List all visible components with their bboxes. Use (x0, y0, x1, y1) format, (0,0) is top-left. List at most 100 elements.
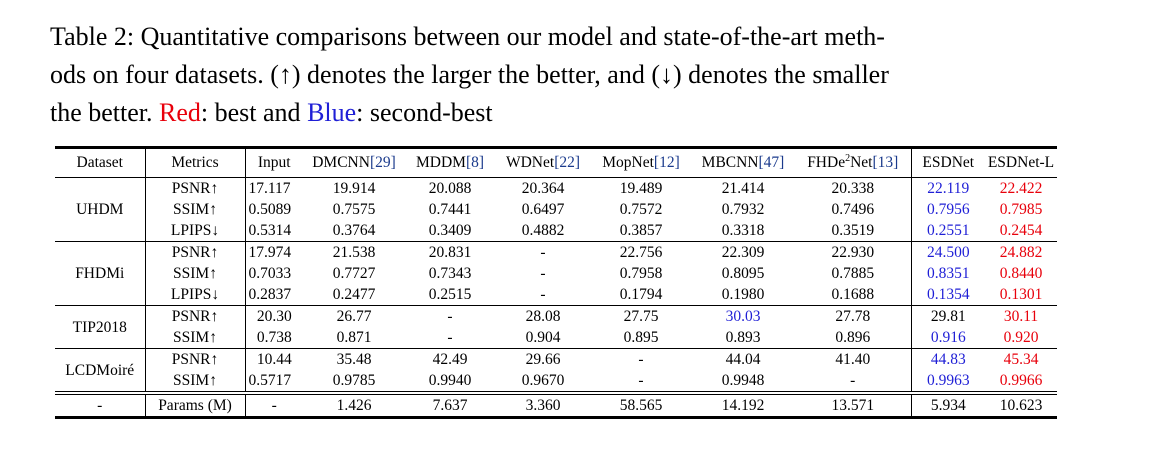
metric-cell: PSNR↑ (145, 305, 246, 327)
header-wdnet-ref[interactable]: [22] (554, 154, 581, 171)
params-value-cell: 13.571 (795, 391, 912, 419)
value-cell: 17.974 (245, 241, 303, 263)
header-esdnet-l: ESDNet-L (985, 146, 1057, 178)
value-cell: 0.7932 (721, 201, 765, 218)
table-row: SSIM↑ 0.5717 0.9785 0.9940 0.9670 - 0.99… (55, 370, 1057, 393)
value-cell: 0.9948 (721, 372, 765, 389)
value-cell-best: 24.882 (985, 241, 1057, 263)
params-label-cell: Params (M) (145, 391, 246, 419)
table-caption: Table 2: Quantitative comparisons betwee… (50, 18, 1130, 132)
value-cell: 29.66 (495, 348, 591, 370)
dataset-cell-lcdmoire: LCDMoiré (55, 348, 146, 393)
value-cell: 44.04 (691, 348, 795, 370)
value-cell-second: 22.119 (927, 180, 970, 197)
value-cell: 0.4882 (521, 222, 565, 239)
metric-cell: PSNR↑ (145, 241, 246, 263)
value-cell-second: 0.916 (930, 329, 966, 346)
value-cell: 0.738 (256, 329, 292, 346)
value-cell: 0.3519 (795, 220, 912, 242)
value-cell-second: 0.2551 (926, 222, 970, 239)
value-cell: 0.1794 (619, 286, 663, 303)
value-cell: 22.756 (591, 241, 691, 263)
metric-cell: PSNR↑ (145, 177, 246, 199)
value-cell: 20.364 (521, 180, 565, 197)
header-fhdenet-ref[interactable]: [13] (872, 154, 899, 171)
value-cell: 0.895 (623, 329, 659, 346)
value-cell: 0.871 (336, 329, 372, 346)
header-mddm-ref[interactable]: [8] (465, 154, 485, 171)
value-cell: 0.7572 (619, 201, 663, 218)
value-cell-best: 0.7985 (999, 201, 1043, 218)
value-cell: 0.9940 (428, 372, 472, 389)
header-dmcnn: DMCNN[29] (303, 146, 405, 178)
caption-line-2: ods on four datasets. (↑) denotes the la… (50, 60, 889, 89)
value-cell-best: 0.2454 (999, 222, 1043, 239)
params-value-cell: 58.565 (591, 391, 691, 419)
value-cell: 0.7496 (795, 199, 912, 220)
metric-cell: SSIM↑ (145, 370, 246, 393)
value-cell-best: 0.9966 (999, 372, 1043, 389)
value-cell: 27.75 (591, 305, 691, 327)
header-mopnet: MopNet[12] (591, 146, 691, 178)
header-mddm: MDDM[8] (405, 146, 495, 178)
value-cell: - (540, 286, 546, 303)
value-cell-best: 0.1301 (999, 286, 1043, 303)
value-cell: 0.2515 (428, 286, 472, 303)
metric-cell: LPIPS↓ (145, 284, 246, 306)
value-cell: 0.2477 (332, 286, 376, 303)
value-cell: 0.1980 (721, 286, 765, 303)
header-esdnet: ESDNet (911, 146, 985, 178)
header-mbcnn-ref[interactable]: [47] (758, 154, 785, 171)
value-cell: 0.1688 (795, 284, 912, 306)
params-value-cell: 3.360 (495, 391, 591, 419)
value-cell-best: 45.34 (985, 348, 1057, 370)
value-cell: - (495, 241, 591, 263)
header-mopnet-ref[interactable]: [12] (653, 154, 680, 171)
header-fhdenet-sup: 2 (845, 152, 851, 164)
table-row: FHDMi PSNR↑ 17.974 21.538 20.831 - 22.75… (55, 241, 1057, 306)
value-cell: 0.893 (725, 329, 761, 346)
table-row: LPIPS↓ 0.2837 0.2477 0.2515 - 0.1794 0.1… (55, 284, 1057, 306)
params-row: - Params (M) - 1.426 7.637 3.360 58.565 … (55, 391, 1057, 419)
caption-blue-word: Blue (307, 98, 357, 127)
header-input: Input (245, 146, 303, 178)
value-cell: 0.7958 (619, 265, 663, 282)
value-cell: - (405, 305, 495, 327)
caption-line-3b: : best and (200, 98, 308, 127)
header-mopnet-name: MopNet (602, 154, 654, 171)
value-cell: 17.117 (248, 180, 291, 197)
table-row: LCDMoiré PSNR↑ 10.44 35.48 42.49 29.66 -… (55, 348, 1057, 393)
value-cell: 0.7885 (795, 263, 912, 284)
value-cell-best: 30.11 (985, 305, 1057, 327)
value-cell: 0.5717 (248, 372, 292, 389)
value-cell: 29.81 (911, 305, 985, 327)
header-mddm-name: MDDM (415, 154, 466, 171)
value-cell: 28.08 (495, 305, 591, 327)
value-cell: - (447, 329, 453, 346)
value-cell: 0.5089 (248, 201, 292, 218)
value-cell: 42.49 (405, 348, 495, 370)
dataset-cell-uhdm: UHDM (55, 177, 146, 242)
table-body: UHDM PSNR↑ 17.117 19.914 20.088 20.364 1… (55, 177, 1057, 419)
header-fhdenet: FHDe2Net[13] (795, 146, 912, 178)
value-cell: 0.9670 (521, 372, 565, 389)
value-cell: - (638, 372, 644, 389)
header-metrics: Metrics (145, 146, 246, 178)
params-value-cell: 1.426 (303, 391, 405, 419)
comparison-table-wrap: Dataset Metrics Input DMCNN[29] MDDM[8] … (55, 146, 1057, 419)
value-cell: 0.904 (525, 329, 561, 346)
header-dmcnn-ref[interactable]: [29] (369, 154, 396, 171)
table-row: SSIM↑ 0.7033 0.7727 0.7343 - 0.7958 0.80… (55, 263, 1057, 284)
value-cell: 21.414 (721, 180, 765, 197)
metric-cell: LPIPS↓ (145, 220, 246, 242)
value-cell-second: 0.1354 (926, 286, 970, 303)
header-mbcnn-name: MBCNN (701, 154, 759, 171)
comparison-table: Dataset Metrics Input DMCNN[29] MDDM[8] … (55, 146, 1057, 419)
value-cell: 20.30 (245, 305, 303, 327)
value-cell: 0.6497 (521, 201, 565, 218)
value-cell-second: 0.9963 (926, 372, 970, 389)
caption-line-1: Table 2: Quantitative comparisons betwee… (50, 22, 885, 51)
params-value-cell: 5.934 (911, 391, 985, 419)
value-cell: - (795, 370, 912, 393)
value-cell: 26.77 (303, 305, 405, 327)
